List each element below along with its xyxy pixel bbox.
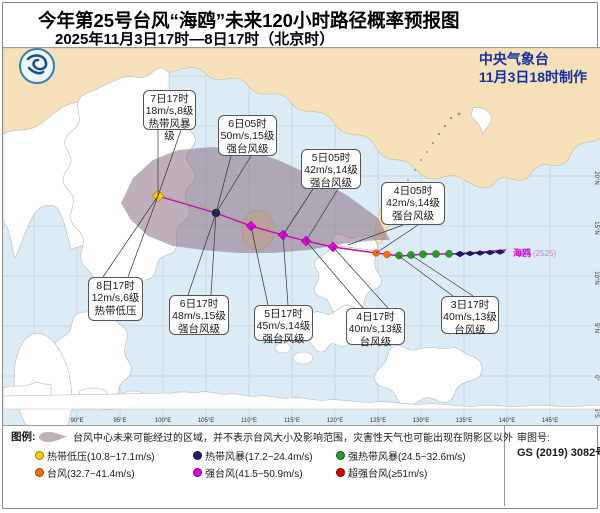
svg-text:145°E: 145°E	[542, 418, 558, 424]
svg-text:20°N: 20°N	[593, 171, 599, 184]
svg-text:110°E: 110°E	[241, 418, 257, 424]
svg-text:10°N: 10°N	[593, 271, 599, 284]
svg-text:105°E: 105°E	[198, 418, 214, 424]
svg-text:130°E: 130°E	[413, 418, 429, 424]
svg-text:15°N: 15°N	[593, 221, 599, 234]
svg-text:95°E: 95°E	[113, 418, 126, 424]
svg-text:90°E: 90°E	[70, 418, 83, 424]
svg-text:100°E: 100°E	[155, 418, 171, 424]
svg-text:140°E: 140°E	[499, 418, 515, 424]
svg-text:125°E: 125°E	[370, 418, 386, 424]
svg-text:120°E: 120°E	[327, 418, 343, 424]
svg-text:115°E: 115°E	[284, 418, 300, 424]
svg-text:135°E: 135°E	[456, 418, 472, 424]
svg-text:0°: 0°	[593, 375, 599, 381]
svg-text:5°N: 5°N	[593, 323, 599, 333]
svg-text:5°S: 5°S	[593, 408, 599, 418]
svg-text:(2525): (2525)	[533, 249, 556, 258]
svg-text:海鸥: 海鸥	[513, 247, 531, 258]
